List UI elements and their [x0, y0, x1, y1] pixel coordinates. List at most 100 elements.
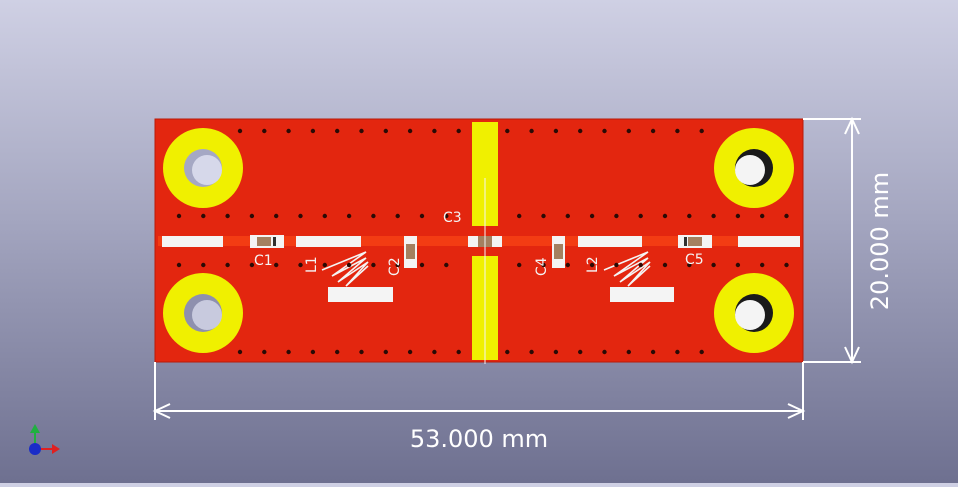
via-dot: [201, 262, 206, 268]
via-dot: [650, 128, 656, 134]
via-dot: [346, 213, 352, 219]
via-dot: [286, 128, 291, 134]
via-dot: [395, 213, 400, 219]
via-dot: [711, 213, 716, 219]
via-dot: [432, 128, 437, 134]
ref-c5-label: C5: [685, 252, 704, 268]
via-dot: [505, 349, 510, 355]
reference-designators: C1 L1 C2 C3 C4 L2 C5: [254, 210, 704, 276]
via-dot: [249, 213, 255, 219]
via-dot: [760, 213, 765, 219]
via-dot: [578, 128, 583, 134]
via-dot: [225, 213, 230, 219]
ref-l1-label: L1: [304, 256, 320, 273]
via-dot: [383, 128, 388, 134]
via-dot: [201, 213, 206, 219]
via-dot: [675, 128, 680, 134]
via-dot: [322, 213, 327, 219]
via-dot: [614, 213, 619, 219]
ref-c3-label: C3: [443, 210, 462, 226]
via-dot: [589, 262, 595, 268]
mounting-hole-bottom-right: [714, 273, 794, 353]
via-dot: [517, 262, 522, 268]
mounting-hole-top-right: [714, 128, 794, 208]
via-dot: [298, 213, 303, 219]
via-dot: [699, 349, 704, 355]
inductor-l2-symbol: [603, 251, 651, 287]
via-dot: [419, 262, 425, 268]
via-dot: [274, 213, 279, 219]
via-dot: [638, 262, 643, 268]
ref-l2-label: L2: [585, 256, 601, 273]
via-dot: [784, 213, 789, 219]
via-dot: [432, 349, 437, 355]
via-dot: [383, 349, 388, 355]
inductor-l1-symbol: [321, 251, 369, 287]
dimension-width: [152, 362, 806, 420]
dimension-height-label: 20.000 mm: [866, 172, 894, 310]
via-dot: [687, 262, 692, 268]
via-dot: [589, 213, 595, 219]
via-dot: [371, 213, 376, 219]
via-dot: [371, 262, 376, 268]
via-dot: [322, 262, 327, 268]
via-dot: [735, 213, 741, 219]
via-dot: [553, 349, 559, 355]
via-dot: [675, 349, 680, 355]
mounting-hole-top-left: [163, 128, 243, 208]
via-dot: [407, 349, 413, 355]
via-dot: [626, 349, 631, 355]
via-dot: [419, 213, 425, 219]
via-dot: [298, 262, 303, 268]
dimension-width-label: 53.000 mm: [410, 425, 548, 453]
via-dot: [176, 213, 182, 219]
via-dot: [662, 213, 668, 219]
via-dot: [262, 128, 267, 134]
via-dot: [237, 349, 243, 355]
via-dot: [602, 128, 607, 134]
via-dot: [395, 262, 400, 268]
via-dot: [346, 262, 352, 268]
ref-c4-label: C4: [534, 257, 550, 276]
via-dot: [225, 262, 230, 268]
via-dot: [444, 262, 449, 268]
via-dot: [650, 349, 656, 355]
via-dot: [529, 349, 534, 355]
via-dot: [784, 262, 789, 268]
xyz-axes-icon: [29, 424, 60, 455]
via-dot: [626, 128, 631, 134]
via-dot: [541, 213, 546, 219]
via-dot: [274, 262, 279, 268]
via-dot: [286, 349, 291, 355]
via-dot: [602, 349, 607, 355]
via-dot: [662, 262, 668, 268]
via-dot: [711, 262, 716, 268]
via-dot: [565, 262, 570, 268]
via-dot: [578, 349, 583, 355]
via-dot: [407, 128, 413, 134]
via-dot: [335, 349, 340, 355]
via-dot: [237, 128, 243, 134]
via-dot: [456, 349, 461, 355]
via-dot: [541, 262, 546, 268]
via-dot: [687, 213, 692, 219]
via-dot: [565, 213, 570, 219]
via-dot: [176, 262, 182, 268]
via-dot: [444, 213, 449, 219]
via-dot: [517, 213, 522, 219]
via-dot: [735, 262, 741, 268]
via-dot: [359, 349, 364, 355]
via-array: [176, 128, 789, 355]
ref-c1-label: C1: [254, 253, 273, 269]
via-dot: [699, 128, 704, 134]
via-dot: [614, 262, 619, 268]
via-dot: [760, 262, 765, 268]
mounting-hole-bottom-left: [163, 273, 243, 353]
via-dot: [262, 349, 267, 355]
via-dot: [529, 128, 534, 134]
via-dot: [335, 128, 340, 134]
via-dot: [310, 128, 316, 134]
trace-pads: [162, 236, 800, 302]
